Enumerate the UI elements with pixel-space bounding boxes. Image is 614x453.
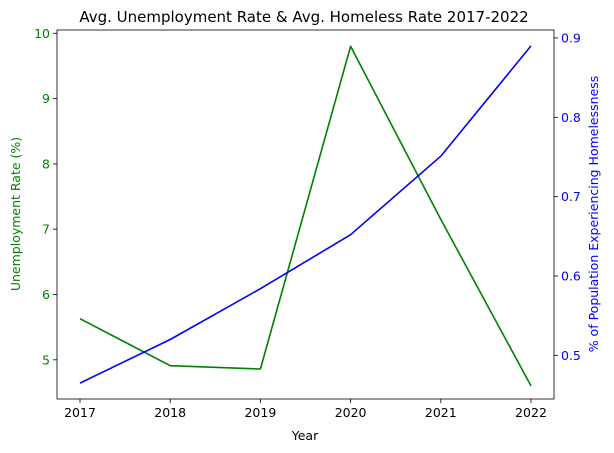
x-tick-label: 2017 (64, 405, 96, 420)
y-left-tick-label: 5 (42, 352, 50, 367)
x-tick-label: 2022 (515, 405, 547, 420)
x-axis: 2017 2018 2019 2020 2021 2022 (64, 399, 547, 420)
plot-frame (56, 29, 555, 400)
chart-title: Avg. Unemployment Rate & Avg. Homeless R… (79, 8, 528, 26)
x-tick-label: 2021 (425, 405, 457, 420)
series-line-unemployment (79, 45, 532, 387)
x-tick-label: 2018 (154, 405, 186, 420)
y-right-tick-label: 0.9 (561, 30, 581, 45)
y-right-tick-label: 0.7 (561, 189, 581, 204)
y-right-tick-label: 0.5 (561, 348, 581, 363)
y-left-tick-label: 8 (42, 156, 50, 171)
y-axis-left: 5 6 7 8 9 10 (34, 26, 57, 367)
y-right-tick-label: 0.8 (561, 110, 581, 125)
y-axis-left-label: Unemployment Rate (%) (8, 137, 23, 291)
y-axis-right-label: % of Population Experiencing Homelessnes… (586, 76, 601, 353)
y-left-tick-label: 6 (42, 287, 50, 302)
series-layer (79, 45, 532, 387)
x-tick-label: 2019 (244, 405, 276, 420)
y-left-tick-label: 9 (42, 91, 50, 106)
y-left-tick-label: 7 (42, 222, 50, 237)
series-line-homelessness (79, 45, 532, 384)
y-axis-right: 0.5 0.6 0.7 0.8 0.9 (554, 30, 581, 363)
x-axis-label: Year (291, 428, 319, 443)
y-left-tick-label: 10 (34, 26, 50, 41)
x-tick-label: 2020 (335, 405, 367, 420)
y-right-tick-label: 0.6 (561, 269, 581, 284)
